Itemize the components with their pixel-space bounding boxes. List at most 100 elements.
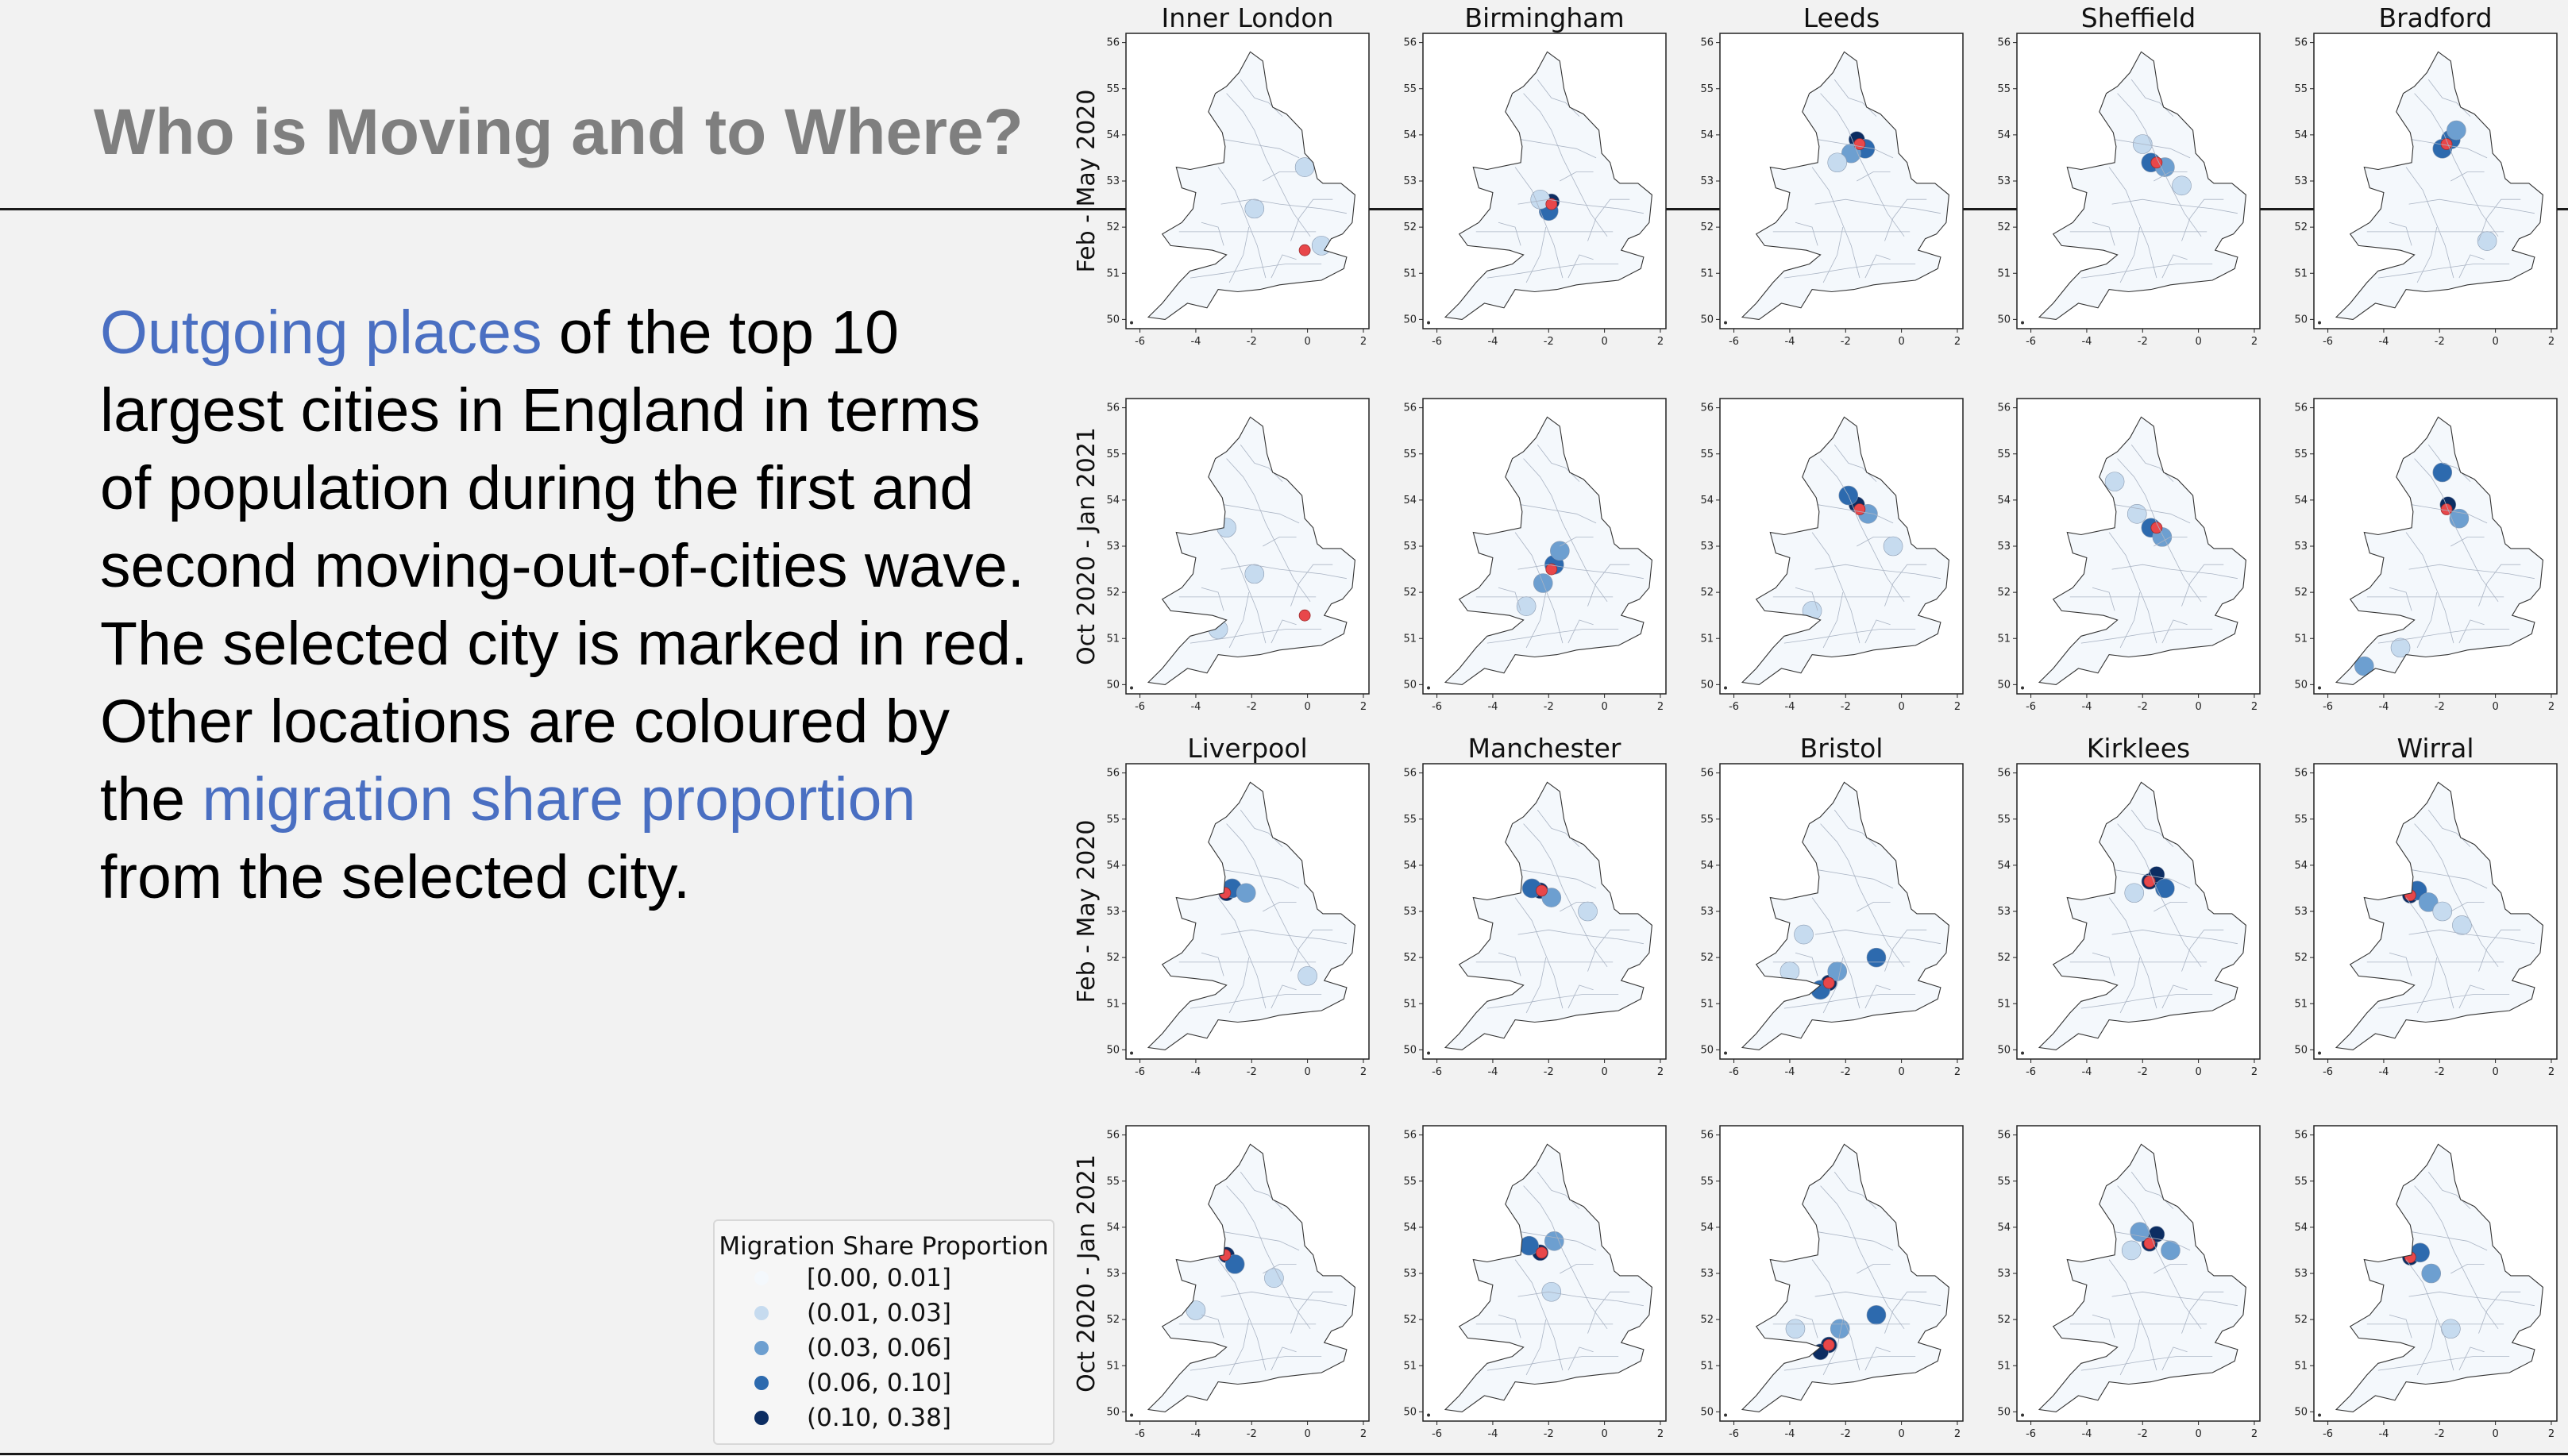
district-boundary xyxy=(2478,1291,2521,1334)
x-tick-label: -2 xyxy=(2435,701,2445,713)
district-boundary xyxy=(1833,1171,1877,1209)
panel-title: Kirklees xyxy=(2087,733,2190,764)
district-boundary xyxy=(1587,198,1630,241)
district-boundary xyxy=(2111,564,2238,580)
district-boundary xyxy=(2377,629,2510,644)
district-boundary xyxy=(2450,171,2485,182)
isles-of-scilly xyxy=(1427,321,1431,325)
district-boundary xyxy=(1271,254,1297,279)
district-boundary xyxy=(1226,1185,1311,1330)
map-panel: 50 51 52 53 54 55 56 -6 -4 -2 0 2 xyxy=(2294,1125,2558,1440)
destination-region xyxy=(1866,947,1887,968)
slide-title: Who is Moving and to Where? xyxy=(94,96,1024,168)
row-label: Feb - May 2020 xyxy=(1073,820,1101,1003)
map-panel: Inner London 50 51 52 53 54 55 56 -6 -4 -2 0 2 xyxy=(1106,2,1370,348)
district-boundary xyxy=(1190,629,1322,644)
district-boundary xyxy=(1523,823,1608,968)
selected-city-region xyxy=(1536,1246,1548,1259)
x-tick-label: -6 xyxy=(2026,701,2036,713)
isles-of-scilly xyxy=(1427,1413,1431,1417)
y-tick-label: 55 xyxy=(1106,83,1120,95)
x-tick-label: -4 xyxy=(1784,1428,1795,1440)
y-tick-label: 50 xyxy=(1997,1406,2011,1418)
y-tick-label: 51 xyxy=(1403,633,1417,645)
district-boundary xyxy=(1514,1259,1564,1371)
district-boundary xyxy=(1567,619,1594,644)
selected-city-region xyxy=(2150,156,2163,169)
coastline xyxy=(1741,51,1949,320)
y-tick-label: 52 xyxy=(1403,221,1417,233)
district-boundary xyxy=(1521,869,1597,889)
district-boundary xyxy=(1224,869,1300,889)
coastline xyxy=(2038,416,2246,685)
y-tick-label: 53 xyxy=(1403,541,1417,553)
coastline xyxy=(2038,781,2246,1050)
destination-region xyxy=(2121,1240,2142,1261)
district-boundary xyxy=(2080,1356,2213,1371)
panel-title: Liverpool xyxy=(1187,733,1307,764)
y-tick-label: 56 xyxy=(1106,403,1120,414)
y-tick-label: 53 xyxy=(1997,175,2011,187)
y-tick-label: 52 xyxy=(1700,221,1714,233)
y-tick-label: 55 xyxy=(1403,83,1417,95)
district-boundary xyxy=(1514,532,1564,644)
y-tick-label: 54 xyxy=(2294,495,2308,507)
panel-title: Leeds xyxy=(1803,2,1880,33)
y-tick-label: 56 xyxy=(1403,37,1417,49)
district-boundary xyxy=(2117,93,2202,237)
x-tick-label: 0 xyxy=(1898,336,1904,348)
district-boundary xyxy=(2181,1291,2224,1334)
y-tick-label: 53 xyxy=(2294,541,2308,553)
body-segment-ending: from the selected city. xyxy=(100,843,691,911)
destination-region xyxy=(1866,1305,1887,1325)
y-tick-label: 52 xyxy=(1106,952,1120,964)
y-tick-label: 53 xyxy=(1106,175,1120,187)
district-boundary xyxy=(2181,564,2224,607)
x-tick-label: -6 xyxy=(2026,1428,2036,1440)
x-tick-label: -2 xyxy=(2435,1428,2445,1440)
district-boundary xyxy=(1226,458,1311,603)
destination-region xyxy=(2354,656,2374,676)
coastline xyxy=(2038,51,2246,320)
y-tick-label: 51 xyxy=(1997,268,2011,279)
district-boundary xyxy=(1833,809,1877,847)
district-boundary xyxy=(1820,823,1905,968)
isles-of-scilly xyxy=(2021,686,2025,690)
england-wales-landmass xyxy=(1445,1144,1652,1412)
england-wales-landmass xyxy=(1148,1144,1355,1412)
y-tick-label: 54 xyxy=(1700,495,1714,507)
district-boundary xyxy=(1818,1231,1894,1251)
y-tick-label: 50 xyxy=(1997,314,2011,325)
district-boundary xyxy=(2153,902,2188,912)
panel-title: Inner London xyxy=(1162,2,1334,33)
selected-city-region xyxy=(1545,563,1558,576)
district-boundary xyxy=(1226,823,1311,968)
y-tick-label: 50 xyxy=(1106,1044,1120,1056)
england-wales-landmass xyxy=(1742,782,1949,1050)
x-tick-label: 0 xyxy=(2195,1066,2201,1078)
district-boundary xyxy=(1240,1171,1283,1209)
district-boundary xyxy=(1498,952,1521,976)
y-tick-label: 50 xyxy=(1106,314,1120,325)
y-tick-label: 56 xyxy=(1403,403,1417,414)
x-tick-label: -4 xyxy=(2378,1066,2389,1078)
x-tick-label: -2 xyxy=(1544,701,1554,713)
destination-region xyxy=(2421,1263,2442,1284)
district-boundary xyxy=(2161,984,2188,1009)
england-wales-landmass xyxy=(1445,782,1652,1050)
y-tick-label: 54 xyxy=(2294,1222,2308,1234)
district-boundary xyxy=(1783,1356,1916,1371)
y-tick-label: 52 xyxy=(1997,1314,2011,1326)
map-panel: Leeds 50 51 52 53 54 55 56 -6 -4 -2 0 2 xyxy=(1700,2,1964,348)
district-boundary xyxy=(1263,1264,1297,1274)
destination-region xyxy=(2432,901,2453,922)
district-boundary xyxy=(2416,1319,2438,1376)
y-tick-label: 53 xyxy=(1700,906,1714,918)
x-tick-label: -2 xyxy=(2138,1066,2148,1078)
district-boundary xyxy=(2416,227,2438,283)
district-boundary xyxy=(1537,79,1580,117)
district-boundary xyxy=(1228,592,1250,649)
district-boundary xyxy=(1795,952,1818,976)
x-tick-label: 0 xyxy=(2492,336,2498,348)
y-tick-label: 51 xyxy=(1700,268,1714,279)
